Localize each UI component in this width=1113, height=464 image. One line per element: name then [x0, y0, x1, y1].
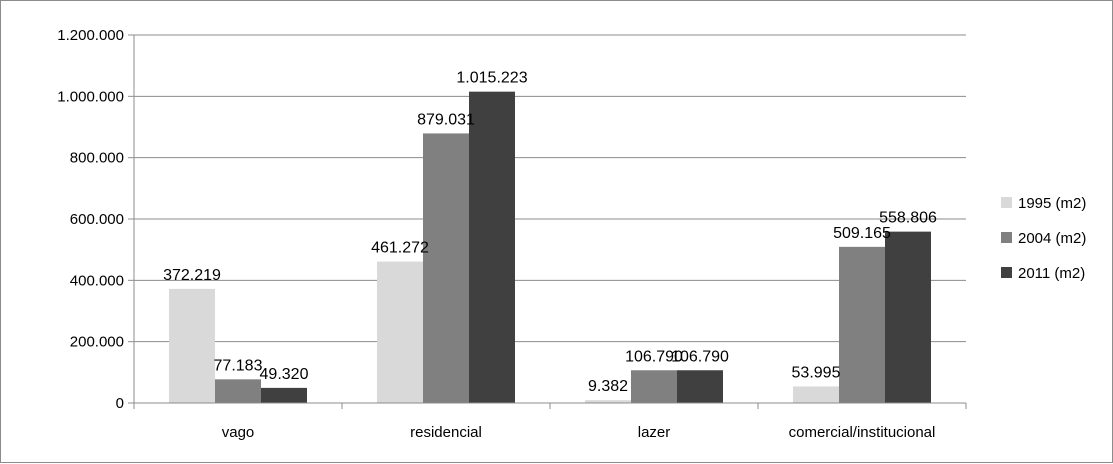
bar [377, 261, 423, 403]
legend-label: 2011 (m2) [1018, 265, 1085, 282]
legend-label: 2004 (m2) [1018, 230, 1086, 247]
axes: 0 200.000 400.000 600.000 800.000 1.000.000 1.… [57, 27, 967, 441]
y-tick-label: 800.000 [70, 150, 124, 167]
legend: 1995 (m2) 2004 (m2) 2011 (m2) [1001, 195, 1086, 282]
y-tick-label: 1.000.000 [57, 88, 124, 105]
bar [631, 370, 677, 403]
data-label: 53.995 [792, 364, 841, 381]
bar [215, 379, 261, 403]
y-tick-label: 200.000 [70, 334, 124, 351]
bar [469, 91, 515, 403]
x-category-label: residencial [410, 424, 482, 441]
bar [839, 246, 885, 403]
data-label: 49.320 [260, 366, 309, 383]
data-label: 558.806 [879, 210, 937, 227]
bar [793, 386, 839, 403]
bar [585, 400, 631, 403]
y-tick-label: 600.000 [70, 211, 124, 228]
data-label: 509.165 [833, 225, 891, 242]
data-label: 461.272 [371, 240, 429, 257]
legend-swatch [1001, 232, 1012, 243]
legend-label: 1995 (m2) [1018, 195, 1086, 212]
legend-swatch [1001, 267, 1012, 278]
bar [169, 288, 215, 403]
data-label: 9.382 [588, 378, 628, 395]
bar [677, 370, 723, 403]
data-label: 77.183 [214, 357, 263, 374]
data-label: 879.031 [417, 111, 475, 128]
data-label: 106.790 [625, 348, 683, 365]
bar [885, 231, 931, 403]
data-label: 372.219 [163, 267, 221, 284]
bar [261, 387, 307, 403]
y-tick-label: 1.200.000 [57, 27, 124, 44]
bar [423, 133, 469, 404]
y-tick-label: 400.000 [70, 272, 124, 289]
legend-swatch [1001, 197, 1012, 208]
data-label: 1.015.223 [456, 70, 527, 87]
y-tick-label: 0 [116, 395, 124, 412]
data-label: 106.790 [671, 348, 729, 365]
gridlines [134, 34, 966, 343]
x-category-label: lazer [638, 424, 671, 441]
bars [169, 91, 931, 404]
x-category-label: vago [222, 424, 255, 441]
x-category-label: comercial/institucional [789, 424, 936, 441]
